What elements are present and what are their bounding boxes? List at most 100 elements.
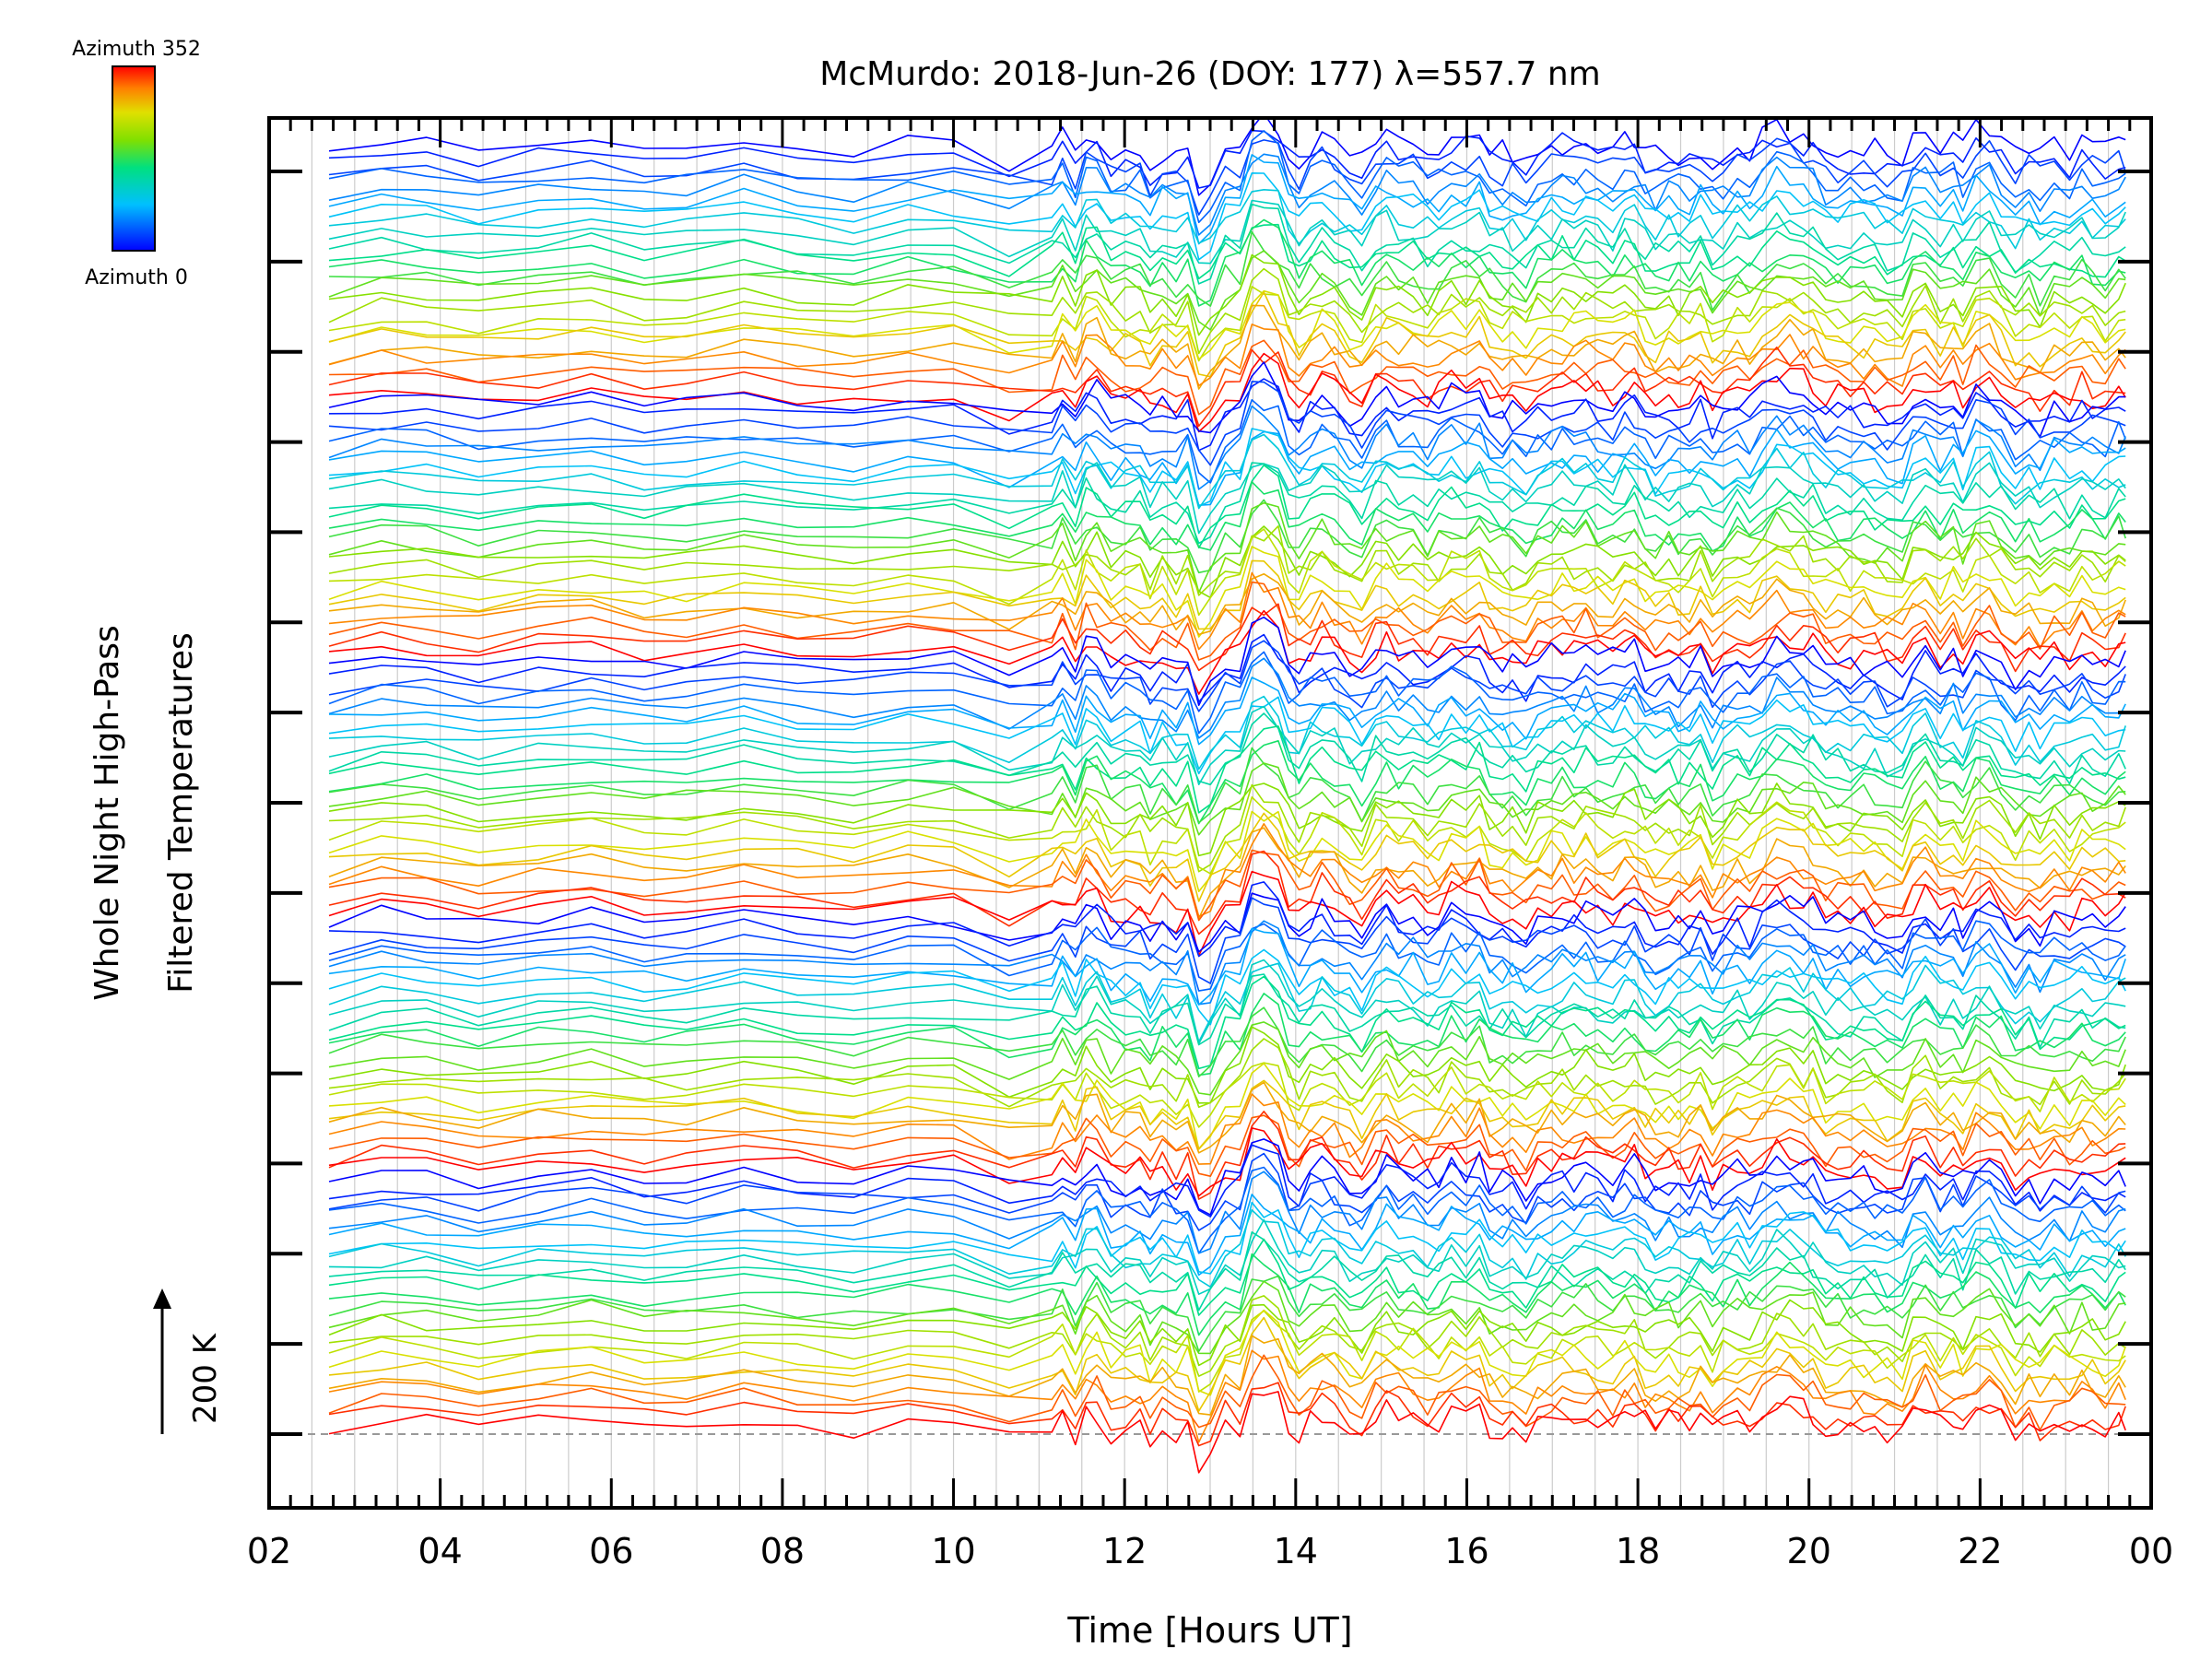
y-axis-label-line2: Filtered Temperatures [162,632,200,994]
series-line [328,892,2126,953]
x-tick-label: 08 [760,1531,805,1571]
series-line [328,962,2126,1043]
series-line [328,973,2126,1049]
series-line [328,1253,2126,1336]
series-line [328,616,2126,707]
series-line [328,137,2126,216]
series-line [328,130,2126,224]
series-line [328,603,2126,673]
x-axis-label: Time [Hours UT] [1066,1610,1352,1651]
series-line [328,651,2126,735]
series-line [328,782,2126,857]
chart-title: McMurdo: 2018-Jun-26 (DOY: 177) λ=557.7 … [819,55,1600,93]
series-line [328,695,2126,771]
series-line [328,1295,2126,1377]
series-group [328,118,2126,1474]
series-line [328,725,2126,814]
scale-arrow [153,1288,171,1434]
series-line [328,1218,2126,1295]
series-line [328,810,2126,893]
series-line [328,920,2126,1006]
series-line [328,1081,2126,1154]
series-line [328,559,2126,630]
series-line [328,153,2126,236]
series-line [328,524,2126,596]
series-line [328,267,2126,355]
series-line [328,609,2126,695]
series-line [328,1138,2126,1216]
x-tick-label: 20 [1787,1531,1831,1571]
series-line [328,1144,2126,1218]
series-line [328,339,2126,416]
series-line [328,1231,2126,1312]
series-line [328,1382,2126,1447]
series-line [328,1127,2126,1197]
series-line [328,253,2126,336]
series-line [328,993,2126,1077]
series-line [328,429,2126,507]
series-line [328,1111,2126,1200]
series-line [328,286,2126,362]
colorbar-top-label: Azimuth 352 [72,38,201,61]
series-line [328,712,2126,786]
series-line [328,920,2126,992]
y-axis-label-line1: Whole Night High-Pass [88,625,126,1001]
series-line [328,218,2126,307]
series-line [328,870,2126,957]
series-line [328,118,2126,196]
series-line [328,849,2126,922]
series-line [328,1335,2126,1416]
series-line [328,324,2126,387]
series-line [328,361,2126,438]
series-line [328,822,2126,918]
x-tick-label: 04 [418,1531,462,1571]
series-line [328,1349,2126,1443]
series-line [328,581,2126,661]
series-line [328,1038,2126,1109]
x-tick-label: 14 [1274,1531,1318,1571]
series-line [328,398,2126,484]
series-line [328,352,2126,433]
series-line [328,250,2126,331]
series-line [328,499,2126,574]
series-line [328,677,2126,746]
series-line [328,203,2126,285]
series-line [328,948,2126,1026]
x-tick-label: 00 [2129,1531,2173,1571]
series-line [328,827,2126,920]
series-line [328,747,2126,824]
x-tick-label: 18 [1616,1531,1660,1571]
series-line [328,289,2126,360]
series-line [328,812,2126,902]
series-line [328,1021,2126,1096]
series-line [328,1093,2126,1165]
series-line [328,705,2126,786]
series-line [328,739,2126,825]
series-line [328,346,2126,428]
series-line [328,501,2126,594]
series-line [328,480,2126,552]
series-line [328,762,2126,836]
series-line [328,154,2126,245]
series-line [328,304,2126,390]
series-line [328,189,2126,250]
series-line [328,1354,2126,1431]
x-tick-label: 22 [1958,1531,2002,1571]
series-line [328,850,2126,935]
series-line [328,1201,2126,1275]
x-tick-labels: 02 04 06 08 10 12 14 16 18 20 22 00 [247,1531,2173,1571]
x-tick-label: 06 [589,1531,633,1571]
series-line [328,1209,2126,1288]
x-tick-label: 16 [1444,1531,1488,1571]
series-line [328,897,2126,984]
series-line [328,428,2126,508]
scale-label: 200 K [187,1332,224,1424]
series-line [328,1391,2126,1474]
series-line [328,1280,2126,1355]
series-line [328,462,2126,535]
series-line [328,405,2126,490]
series-line [328,1316,2126,1412]
x-tick-label: 12 [1102,1531,1147,1571]
colorbar [112,65,156,252]
